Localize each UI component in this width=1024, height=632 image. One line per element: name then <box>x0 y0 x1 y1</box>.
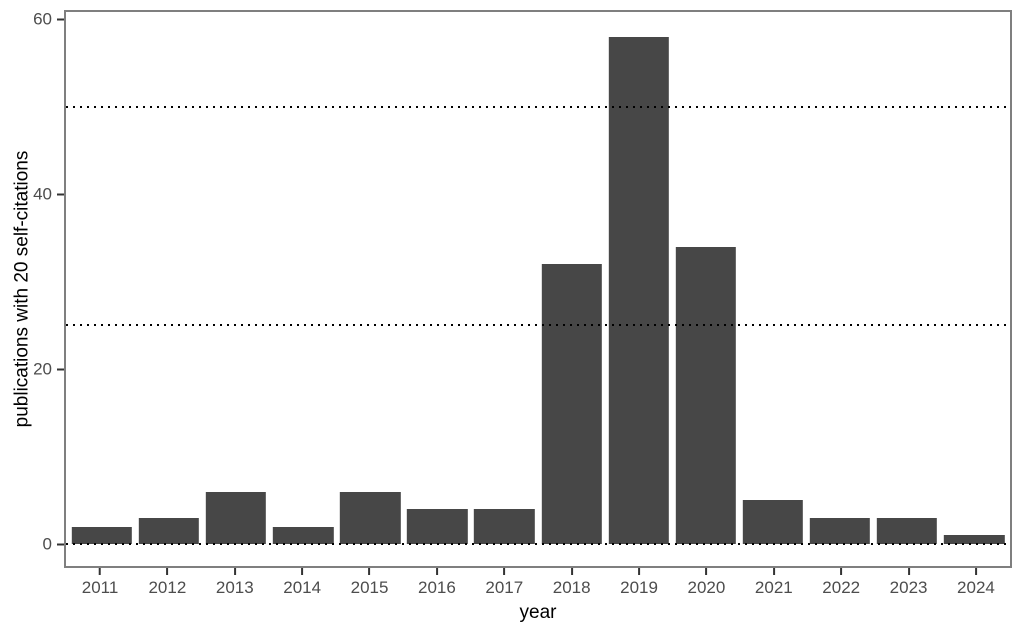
y-tick-label: 40 <box>33 184 52 204</box>
y-tick-60: 60 <box>33 11 64 28</box>
x-tick-label: 2012 <box>148 578 187 597</box>
y-tick-label: 60 <box>33 9 52 29</box>
plot-panel <box>64 10 1012 568</box>
x-tick-2012: 2012 <box>148 568 186 596</box>
bar-2018 <box>541 264 602 545</box>
bar-2016 <box>407 509 468 545</box>
x-tick-label: 2014 <box>283 578 322 597</box>
x-tick-label: 2018 <box>552 578 591 597</box>
x-tick-label: 2013 <box>215 578 254 597</box>
x-tick-2015: 2015 <box>350 568 389 597</box>
bar-2020 <box>675 246 736 545</box>
x-tick-mark <box>503 568 506 575</box>
x-tick-mark <box>705 568 708 575</box>
bar-2012 <box>138 517 200 545</box>
x-tick-2022: 2022 <box>822 568 860 596</box>
bar-2017 <box>474 509 535 545</box>
x-tick-mark <box>368 568 371 575</box>
y-tick-mark <box>57 18 64 21</box>
x-tick-label: 2022 <box>822 578 861 597</box>
bar-2023 <box>876 517 938 545</box>
y-tick-mark <box>57 368 64 371</box>
x-tick-mark <box>99 568 102 575</box>
x-tick-mark <box>233 568 236 575</box>
x-tick-label: 2020 <box>687 578 726 597</box>
x-tick-2011: 2011 <box>81 568 119 597</box>
x-axis-title: year <box>519 602 557 623</box>
y-tick-label: 20 <box>33 359 52 379</box>
bar-2014 <box>272 526 334 545</box>
bar-2011 <box>71 526 133 545</box>
x-tick-2013: 2013 <box>216 568 254 596</box>
y-tick-mark <box>57 193 64 196</box>
bar-2015 <box>340 491 401 545</box>
x-tick-label: 2019 <box>620 578 658 597</box>
bar-2019 <box>608 36 669 545</box>
y-axis: 0 20 40 60 <box>0 11 64 566</box>
x-tick-label: 2017 <box>485 578 524 597</box>
x-tick-mark <box>907 568 910 575</box>
bar-2024 <box>943 535 1005 545</box>
bar-2022 <box>809 517 871 545</box>
x-tick-2024: 2024 <box>957 568 995 596</box>
y-tick-20: 20 <box>33 361 64 378</box>
x-tick-mark <box>840 568 843 575</box>
dotted-hline-25 <box>66 324 1010 327</box>
x-tick-mark <box>166 568 169 575</box>
x-tick-mark <box>772 568 775 575</box>
x-tick-label: 2015 <box>350 578 389 597</box>
x-tick-label: 2016 <box>418 578 456 597</box>
bar-2021 <box>742 500 804 545</box>
x-tick-mark <box>638 568 641 575</box>
y-tick-label: 0 <box>42 534 52 554</box>
x-tick-mark <box>570 568 573 575</box>
x-tick-2019: 2019 <box>620 568 658 596</box>
x-axis: 2011 2012 2013 2014 2015 2016 2017 2018 2019 2020… <box>64 568 1012 602</box>
x-tick-label: 2024 <box>957 578 995 597</box>
x-tick-label: 2011 <box>81 578 119 597</box>
x-tick-2021: 2021 <box>755 568 793 596</box>
x-tick-mark <box>301 568 304 575</box>
x-tick-2017: 2017 <box>485 568 523 596</box>
x-tick-mark <box>435 568 438 575</box>
x-tick-2023: 2023 <box>890 568 928 596</box>
x-tick-2014: 2014 <box>283 568 321 596</box>
dotted-hline-0 <box>66 543 1010 546</box>
y-tick-0: 0 <box>43 536 64 553</box>
y-tick-40: 40 <box>33 186 64 203</box>
dotted-hline-50 <box>66 105 1010 108</box>
bar-2013 <box>205 491 267 545</box>
y-tick-mark <box>57 543 64 546</box>
x-tick-2018: 2018 <box>553 568 591 596</box>
x-tick-label: 2023 <box>889 578 928 597</box>
x-tick-label: 2021 <box>754 578 793 597</box>
x-tick-mark <box>974 568 977 575</box>
x-tick-2016: 2016 <box>418 568 456 596</box>
x-tick-2020: 2020 <box>687 568 726 597</box>
